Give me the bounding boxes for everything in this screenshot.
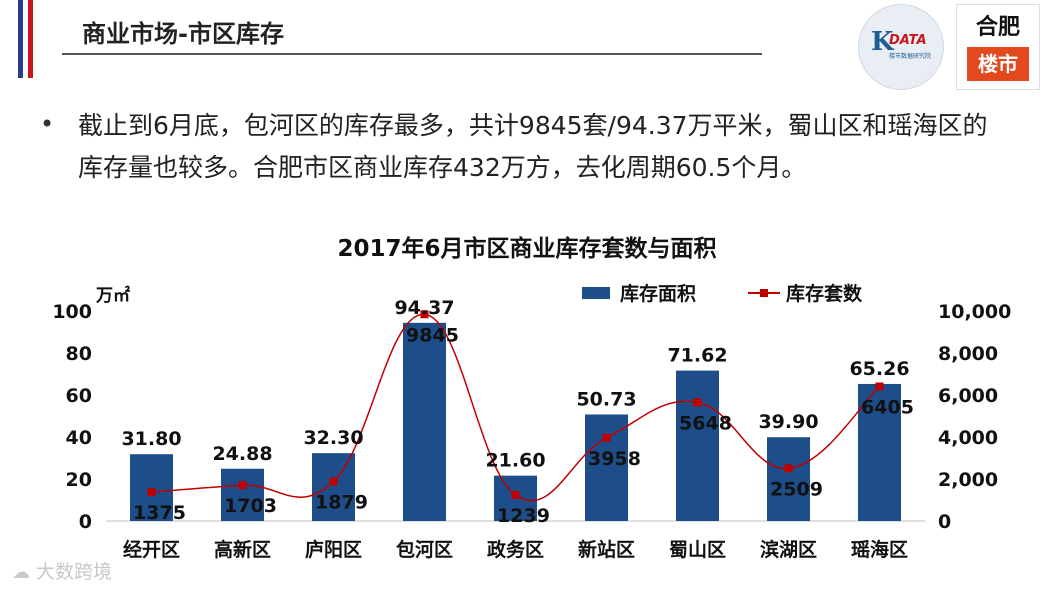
x-tick-label: 庐阳区 [305, 538, 362, 561]
header-stripe-red [28, 0, 33, 78]
legend-label: 库存套数 [786, 282, 863, 305]
line-marker [784, 464, 793, 473]
y-tick-label: 40 [66, 427, 92, 449]
y-tick-label: 80 [66, 343, 92, 365]
bar [585, 414, 628, 521]
y2-tick-label: 2,000 [938, 469, 998, 491]
line-value-label: 5648 [679, 412, 732, 434]
line-value-label: 2509 [770, 478, 823, 500]
hefei-logo-top: 合肥 [975, 14, 1020, 40]
x-tick-label: 政务区 [487, 538, 544, 561]
header-stripe-blue [18, 0, 23, 78]
kdata-logo: K DATA 楼市数据研究院 [858, 4, 944, 90]
line-marker [875, 382, 884, 391]
line-value-label: 3958 [588, 448, 641, 470]
x-tick-label: 蜀山区 [669, 539, 726, 561]
bar-value-label: 21.60 [485, 450, 545, 472]
kdata-logo-letter: K [871, 27, 894, 57]
line-marker [238, 481, 247, 490]
line-marker [147, 488, 156, 497]
chart-title: 2017年6月市区商业库存套数与面积 [337, 236, 717, 262]
line-marker [693, 398, 702, 407]
x-tick-label: 包河区 [396, 538, 453, 561]
kdata-logo-text: DATA [889, 33, 927, 48]
header-stripe-white [23, 0, 28, 78]
y-tick-label: 20 [66, 469, 92, 491]
bar [403, 322, 446, 521]
kdata-logo-subtitle: 楼市数据研究院 [889, 53, 932, 60]
bar [676, 370, 719, 521]
series-line [151, 313, 881, 502]
cloud-icon: ☁ [12, 562, 30, 583]
x-tick-label: 高新区 [214, 538, 271, 561]
bar [312, 453, 355, 521]
title-underline [62, 53, 762, 55]
line-value-label: 9845 [406, 324, 459, 346]
line-marker [420, 310, 429, 319]
bar-value-label: 31.80 [121, 428, 181, 450]
x-tick-label: 瑶海区 [851, 538, 908, 561]
line-value-label: 1239 [497, 505, 550, 527]
y-axis-unit-label: 万㎡ [96, 286, 130, 306]
line-value-label: 1703 [224, 495, 277, 517]
line-marker [602, 433, 611, 442]
hefei-loushi-logo: 合肥 楼市 [956, 4, 1040, 90]
bullet-marker: • [40, 110, 55, 138]
bar-value-label: 65.26 [849, 358, 909, 380]
x-tick-label: 新站区 [578, 538, 635, 561]
bar-value-label: 39.90 [758, 411, 818, 433]
bar-value-label: 71.62 [667, 345, 727, 367]
line-marker [329, 477, 338, 486]
bar [221, 468, 264, 521]
x-tick-label: 滨湖区 [760, 538, 817, 561]
y2-tick-label: 10,000 [938, 301, 1011, 323]
line-value-label: 6405 [861, 396, 914, 418]
summary-bullet: 截止到6月底，包河区的库存最多，共计9845套/94.37万平米，蜀山区和瑶海区… [78, 111, 988, 182]
line-value-label: 1375 [133, 502, 186, 524]
bar [858, 383, 901, 521]
line-marker [511, 490, 520, 499]
legend-swatch-bar [582, 287, 610, 299]
bar-value-label: 32.30 [303, 427, 363, 449]
y-tick-label: 100 [52, 301, 92, 323]
watermark-text: 大数跨境 [36, 561, 113, 583]
y2-tick-label: 4,000 [938, 427, 998, 449]
watermark: ☁ 大数跨境 [12, 557, 112, 584]
line-value-label: 1879 [315, 492, 368, 514]
y2-tick-label: 6,000 [938, 385, 998, 407]
hefei-logo-bottom: 楼市 [967, 47, 1029, 81]
y-tick-label: 60 [66, 385, 92, 407]
legend-swatch-marker [760, 289, 768, 297]
bar [767, 437, 810, 521]
legend-label: 库存面积 [620, 282, 696, 305]
bar-value-label: 50.73 [576, 388, 636, 410]
bar-value-label: 94.37 [394, 297, 454, 319]
y2-tick-label: 8,000 [938, 343, 998, 365]
y-tick-label: 0 [79, 511, 92, 533]
bar-value-label: 24.88 [212, 443, 272, 465]
bar [130, 454, 173, 521]
page-title: 商业市场-市区库存 [82, 20, 284, 48]
y2-tick-label: 0 [938, 511, 951, 533]
x-tick-label: 经开区 [123, 538, 180, 561]
